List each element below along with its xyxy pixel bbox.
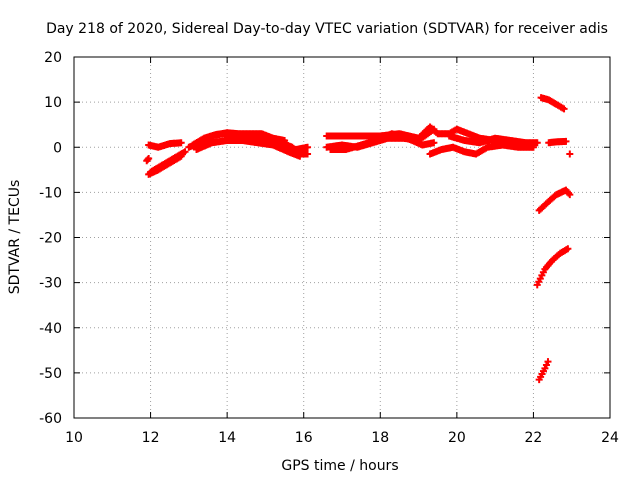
x-tick-label: 18 (371, 430, 389, 446)
x-tick-label: 14 (218, 430, 236, 446)
x-axis-ticks: 10 12 14 16 18 20 22 24 (65, 57, 619, 446)
x-axis-label: GPS time / hours (281, 458, 398, 474)
x-tick-label: 24 (601, 430, 619, 446)
y-tick-label: 20 (44, 50, 62, 66)
data-point (560, 105, 568, 113)
x-tick-label: 16 (295, 430, 313, 446)
y-tick-label: 10 (44, 95, 62, 111)
chart-title: Day 218 of 2020, Sidereal Day-to-day VTE… (46, 21, 608, 37)
y-axis-label: SDTVAR / TECUs (7, 180, 23, 295)
data-point (430, 139, 438, 147)
data-point (566, 150, 574, 158)
data-series-sdtvar (143, 94, 574, 384)
x-tick-label: 22 (525, 430, 543, 446)
y-axis-ticks: 20 10 0 -10 -20 -30 -40 -50 -60 (39, 50, 610, 427)
data-point (177, 139, 185, 147)
data-point (304, 143, 312, 151)
y-tick-label: -50 (39, 366, 62, 382)
grid-lines (74, 57, 610, 418)
data-point (181, 148, 189, 156)
y-tick-label: -30 (39, 276, 62, 292)
data-point (544, 358, 552, 366)
y-tick-label: -40 (39, 321, 62, 337)
y-tick-label: -10 (39, 185, 62, 201)
x-tick-label: 10 (65, 430, 83, 446)
data-point (296, 152, 304, 160)
y-tick-label: -60 (39, 411, 62, 427)
data-point (564, 245, 572, 253)
x-tick-label: 12 (142, 430, 160, 446)
data-point (304, 150, 312, 158)
data-point (145, 155, 153, 163)
data-point (562, 137, 570, 145)
data-point (566, 191, 574, 199)
x-tick-label: 20 (448, 430, 466, 446)
data-point (281, 136, 289, 144)
data-point (533, 139, 541, 147)
y-tick-label: -20 (39, 231, 62, 247)
y-tick-label: 0 (53, 140, 62, 156)
